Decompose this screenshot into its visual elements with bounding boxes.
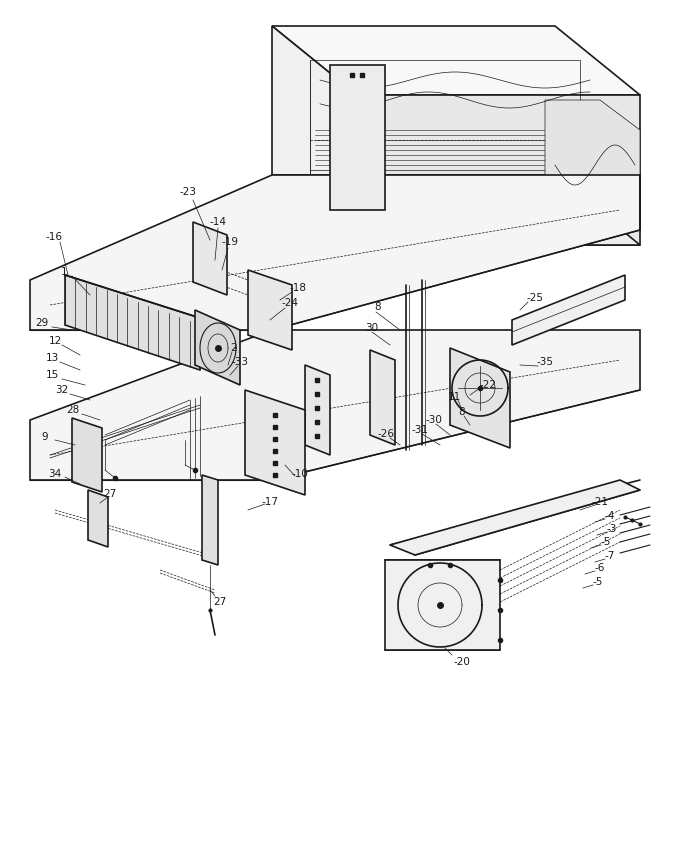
Text: 9: 9 (41, 432, 48, 442)
Text: 15: 15 (46, 370, 58, 380)
Text: 28: 28 (67, 405, 80, 415)
Text: -3: -3 (607, 524, 617, 534)
Text: 29: 29 (35, 318, 49, 328)
Text: -17: -17 (262, 497, 279, 507)
Text: -18: -18 (290, 283, 307, 293)
Text: -35: -35 (537, 357, 554, 367)
Text: 27: 27 (103, 489, 117, 499)
Text: -26: -26 (377, 429, 394, 439)
Text: 1: 1 (61, 267, 67, 277)
Polygon shape (193, 222, 227, 295)
Text: -24: -24 (282, 298, 299, 308)
Polygon shape (385, 560, 500, 650)
Text: -31: -31 (411, 425, 428, 435)
Polygon shape (390, 480, 640, 555)
Text: 8: 8 (459, 407, 465, 417)
Text: -30: -30 (426, 415, 443, 425)
Polygon shape (88, 490, 108, 547)
Text: -23: -23 (180, 187, 197, 197)
Polygon shape (30, 175, 640, 330)
Polygon shape (195, 310, 240, 385)
Text: -14: -14 (209, 217, 226, 227)
Polygon shape (357, 95, 640, 245)
Polygon shape (370, 350, 395, 445)
Text: -16: -16 (46, 232, 63, 242)
Polygon shape (245, 390, 305, 495)
Polygon shape (305, 365, 330, 455)
Polygon shape (450, 348, 510, 448)
Text: 32: 32 (55, 385, 69, 395)
Text: -5: -5 (593, 577, 603, 587)
Polygon shape (65, 275, 200, 370)
Text: 12: 12 (48, 336, 62, 346)
Text: -4: -4 (605, 511, 615, 521)
Text: 8: 8 (375, 302, 381, 312)
Polygon shape (202, 475, 218, 565)
Text: -7: -7 (605, 551, 615, 561)
Polygon shape (72, 418, 102, 492)
Polygon shape (272, 175, 640, 245)
Text: -20: -20 (454, 657, 471, 667)
Text: 13: 13 (46, 353, 58, 363)
Text: 30: 30 (365, 323, 379, 333)
Text: -25: -25 (526, 293, 543, 303)
Text: 2: 2 (231, 343, 237, 353)
Polygon shape (30, 330, 640, 480)
Text: -33: -33 (231, 357, 248, 367)
Text: 34: 34 (48, 469, 62, 479)
Polygon shape (272, 26, 357, 245)
Text: -21: -21 (592, 497, 609, 507)
Text: -22: -22 (479, 380, 496, 390)
Text: 11: 11 (447, 392, 460, 402)
Polygon shape (512, 275, 625, 345)
Polygon shape (330, 65, 385, 210)
Text: -10: -10 (292, 469, 309, 479)
Polygon shape (272, 26, 640, 95)
Text: 27: 27 (214, 597, 226, 607)
Text: -5: -5 (601, 537, 611, 547)
Text: -19: -19 (222, 237, 239, 247)
Polygon shape (248, 270, 292, 350)
Text: -6: -6 (595, 563, 605, 573)
Polygon shape (545, 100, 640, 230)
